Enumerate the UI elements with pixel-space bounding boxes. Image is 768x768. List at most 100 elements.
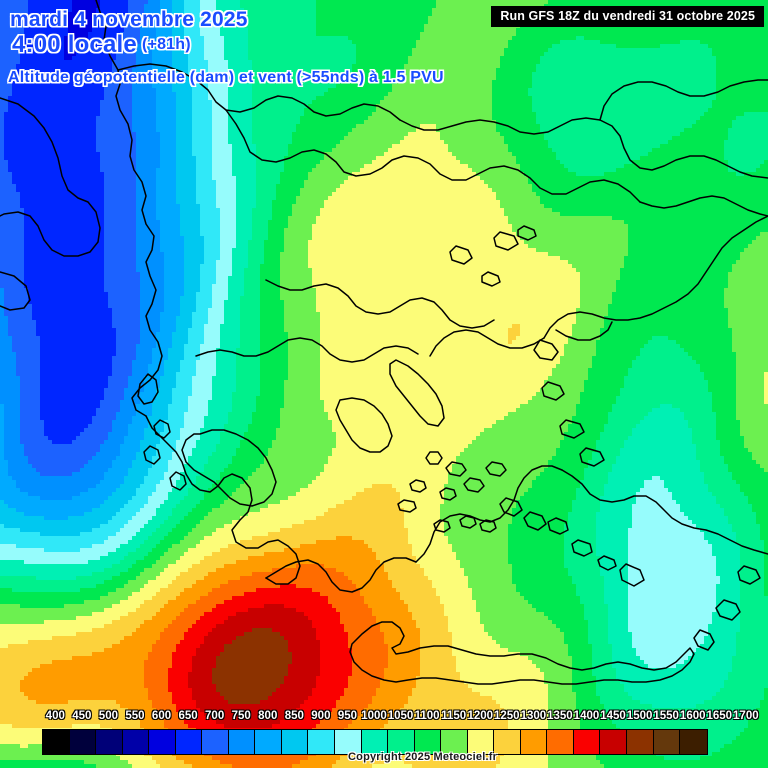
legend-tick-label: 1300 <box>520 710 547 722</box>
coastline-path <box>517 225 537 241</box>
legend-swatch <box>547 730 574 754</box>
coastline-path <box>389 359 445 427</box>
legend-swatch <box>69 730 97 754</box>
coastline-path <box>481 271 501 287</box>
legend-swatch <box>653 730 681 754</box>
coastline-path <box>195 337 419 363</box>
legend-tick-label: 1700 <box>733 710 759 722</box>
coastline-path <box>639 195 768 217</box>
legend-swatch <box>441 730 468 754</box>
coastline-path <box>485 461 507 477</box>
legend-swatch <box>43 730 70 754</box>
legend-swatch <box>281 730 309 754</box>
legend-swatch <box>520 730 548 754</box>
coastline-path <box>145 415 301 585</box>
coastline-path <box>543 215 768 339</box>
copyright-label: Copyright 2025 Meteociel.fr <box>348 751 498 763</box>
legend-swatch <box>228 730 256 754</box>
coastline-path <box>479 519 497 533</box>
forecast-step-label: (+81h) <box>142 36 191 53</box>
legend-tick-label: 900 <box>311 710 331 722</box>
legend-swatch <box>388 730 415 754</box>
coastline-path <box>0 97 101 257</box>
legend-swatch <box>96 730 123 754</box>
coastline-path <box>399 117 768 179</box>
model-run-badge: Run GFS 18Z du vendredi 31 octobre 2025 <box>491 6 764 27</box>
legend-tick-label: 950 <box>337 710 358 722</box>
legend-tick-label: 1450 <box>600 710 626 722</box>
coastline-path <box>737 565 761 585</box>
legend-tick-label: 1600 <box>679 710 706 722</box>
legend-swatch <box>202 730 229 754</box>
coastline-path <box>225 109 641 203</box>
color-scale-legend: 400 450 500 550 600 650 700 750 800 850 900 950 1000… <box>0 710 768 756</box>
legend-tick-label: 750 <box>231 710 251 722</box>
legend-tick-label: 500 <box>98 710 118 722</box>
legend-swatch <box>308 730 336 754</box>
coastline-path <box>95 0 163 417</box>
legend-tick-label: 1050 <box>387 710 414 722</box>
coastline-path <box>619 563 645 587</box>
legend-tick-label: 400 <box>45 710 65 722</box>
legend-tick-label: 850 <box>284 710 304 722</box>
legend-tick-label: 1150 <box>441 710 467 722</box>
color-scale-bar <box>42 729 708 755</box>
coastline-path <box>433 519 451 533</box>
coastline-path <box>559 419 585 439</box>
forecast-date-label: mardi 4 novembre 2025 <box>10 8 248 31</box>
coastline-path <box>715 599 741 621</box>
coastline-path <box>117 63 401 121</box>
coastline-path <box>597 555 617 571</box>
legend-tick-label: 1550 <box>653 710 679 722</box>
legend-tick-label: 600 <box>151 710 172 722</box>
coastline-path <box>409 479 427 493</box>
legend-tick-label: 1250 <box>494 710 520 722</box>
coastline-path <box>571 539 593 557</box>
coastline-path <box>265 279 495 329</box>
legend-swatch <box>175 730 203 754</box>
legend-swatch <box>122 730 150 754</box>
legend-tick-label: 1350 <box>547 710 573 722</box>
legend-tick-label: 1000 <box>361 710 387 722</box>
coastline-path <box>493 231 519 251</box>
legend-swatch <box>680 730 707 754</box>
forecast-time-label: 4:00 locale <box>12 31 137 58</box>
coastline-path <box>499 497 523 517</box>
coastline-path <box>265 557 417 593</box>
coastline-path <box>349 621 695 685</box>
coastline-path <box>153 419 171 439</box>
coastline-path <box>561 469 768 555</box>
coastline-path <box>463 477 485 493</box>
coastline-path <box>181 429 277 507</box>
coastline-path <box>0 271 31 311</box>
legend-tick-label: 550 <box>125 710 145 722</box>
legend-swatch <box>149 730 176 754</box>
coastline-path <box>429 329 545 357</box>
coastline-path <box>169 471 187 491</box>
legend-swatch <box>600 730 628 754</box>
coastline-path <box>143 445 161 465</box>
legend-swatch <box>573 730 601 754</box>
parameter-label: Altitude géopotentielle (dam) et vent (>… <box>8 69 444 86</box>
legend-swatch <box>335 730 362 754</box>
legend-tick-label: 650 <box>178 710 198 722</box>
legend-tick-label: 700 <box>205 710 225 722</box>
legend-swatch <box>467 730 495 754</box>
coastline-path <box>445 461 467 477</box>
legend-tick-label: 800 <box>258 710 278 722</box>
coastline-path <box>335 397 393 453</box>
coastline-path <box>579 447 605 467</box>
legend-tick-label: 1650 <box>706 710 733 722</box>
legend-swatch <box>255 730 282 754</box>
coastline-path <box>693 629 715 651</box>
coastline-path <box>533 339 559 361</box>
coastline-path <box>449 245 473 265</box>
coastline-path <box>555 321 613 341</box>
color-scale-tick-labels: 400 450 500 550 600 650 700 750 800 850 900 950 1000… <box>0 710 768 727</box>
legend-tick-label: 1200 <box>467 710 494 722</box>
coastline-path <box>599 79 768 121</box>
legend-tick-label: 1500 <box>626 710 653 722</box>
